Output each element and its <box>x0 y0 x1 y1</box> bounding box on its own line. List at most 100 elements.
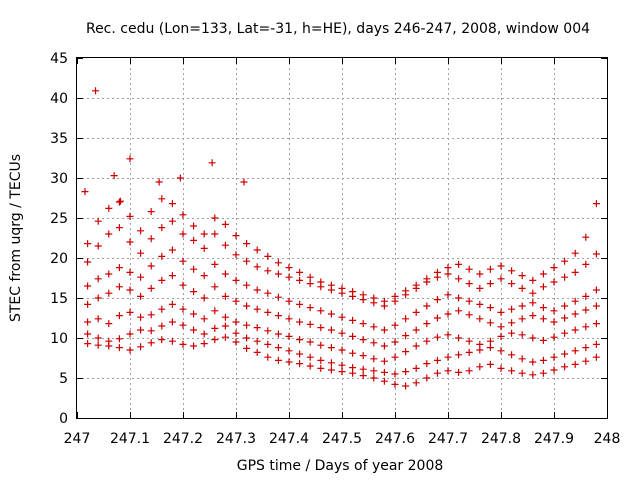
data-point <box>306 362 314 370</box>
data-point <box>243 321 251 329</box>
data-point <box>137 227 145 235</box>
data-point <box>582 306 590 314</box>
data-point <box>327 326 335 334</box>
data-point <box>158 252 166 260</box>
data-point <box>306 304 314 312</box>
data-point <box>115 283 123 291</box>
data-point <box>455 260 463 268</box>
y-tick-label: 35 <box>50 131 68 147</box>
data-point <box>105 270 113 278</box>
data-point <box>380 342 388 350</box>
data-point <box>433 333 441 341</box>
data-point <box>200 340 208 348</box>
data-point <box>158 336 166 344</box>
data-point <box>221 270 229 278</box>
data-point <box>147 327 155 335</box>
data-point <box>391 338 399 346</box>
y-tick-label: 20 <box>50 251 68 267</box>
data-point <box>539 369 547 377</box>
data-point <box>221 241 229 249</box>
data-point <box>592 302 600 310</box>
data-point <box>327 359 335 367</box>
data-point <box>380 368 388 376</box>
data-point <box>370 374 378 382</box>
data-point <box>317 324 325 332</box>
data-point <box>539 336 547 344</box>
data-point <box>168 200 176 208</box>
data-point <box>190 342 198 350</box>
data-point <box>84 340 92 348</box>
data-point <box>455 351 463 359</box>
data-point <box>92 87 100 95</box>
data-point <box>190 310 198 318</box>
data-point <box>433 356 441 364</box>
data-point <box>497 323 505 331</box>
data-point <box>465 348 473 356</box>
data-point <box>126 268 134 276</box>
y-tick-label: 40 <box>50 91 68 107</box>
data-point <box>126 238 134 246</box>
data-point <box>285 273 293 281</box>
data-point <box>455 275 463 283</box>
data-point <box>110 172 118 180</box>
data-point <box>158 195 166 203</box>
data-point <box>317 364 325 372</box>
data-point <box>94 334 102 342</box>
data-point <box>561 314 569 322</box>
data-point <box>211 324 219 332</box>
data-point <box>518 302 526 310</box>
data-point <box>147 311 155 319</box>
data-point <box>465 297 473 305</box>
data-point <box>296 360 304 368</box>
data-point <box>285 332 293 340</box>
data-point <box>550 264 558 272</box>
data-point <box>550 278 558 286</box>
data-point <box>221 313 229 321</box>
data-point <box>380 297 388 305</box>
data-point <box>444 310 452 318</box>
data-point <box>412 281 420 289</box>
data-point <box>232 232 240 240</box>
data-point <box>306 353 314 361</box>
data-point <box>115 224 123 232</box>
data-point <box>539 270 547 278</box>
data-point <box>317 356 325 364</box>
data-point <box>179 281 187 289</box>
tick-layer: 247 247.1 247.2 247.3 247.4 247.5 247.6 247.7 24… <box>50 51 620 447</box>
data-point <box>137 292 145 300</box>
data-point <box>221 292 229 300</box>
data-point <box>529 358 537 366</box>
data-point <box>455 294 463 302</box>
data-point <box>550 366 558 374</box>
data-point <box>518 355 526 363</box>
data-point <box>338 313 346 321</box>
data-point <box>306 280 314 288</box>
data-point <box>370 323 378 331</box>
data-point <box>232 276 240 284</box>
data-point <box>264 353 272 361</box>
y-tick-label: 15 <box>50 291 68 307</box>
data-point <box>433 369 441 377</box>
data-point <box>147 284 155 292</box>
data-point <box>518 284 526 292</box>
data-point <box>296 318 304 326</box>
data-point <box>274 312 282 320</box>
data-point <box>94 294 102 302</box>
x-tick-label: 247.3 <box>216 431 256 447</box>
data-point <box>486 265 494 273</box>
x-tick-label: 247.2 <box>163 431 203 447</box>
data-point <box>147 339 155 347</box>
data-point <box>380 326 388 334</box>
data-point <box>476 300 484 308</box>
data-point <box>168 318 176 326</box>
data-point <box>179 305 187 313</box>
data-point <box>253 263 261 271</box>
data-point <box>370 294 378 302</box>
data-point <box>423 320 431 328</box>
data-point <box>539 283 547 291</box>
data-point <box>529 289 537 297</box>
data-point <box>486 360 494 368</box>
data-point <box>317 307 325 315</box>
data-point <box>338 361 346 369</box>
